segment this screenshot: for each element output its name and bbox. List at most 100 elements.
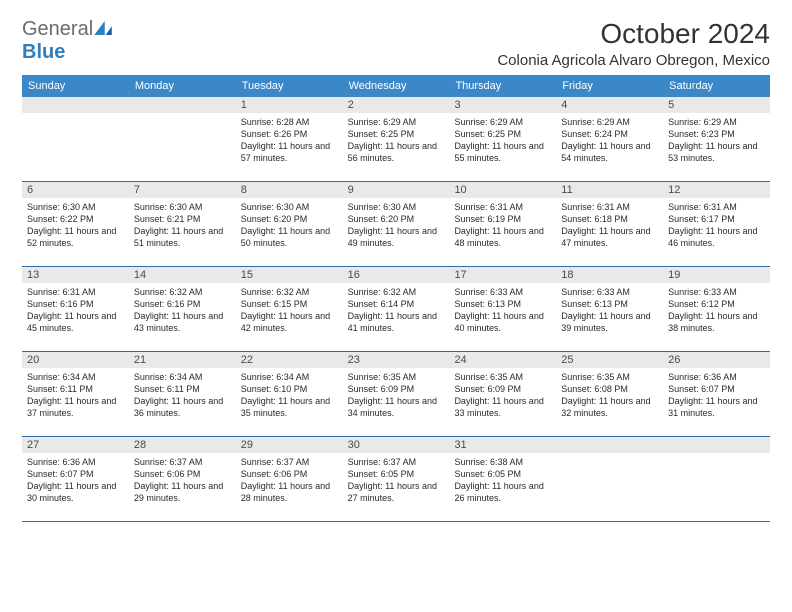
day-content: Sunrise: 6:37 AMSunset: 6:06 PMDaylight:… bbox=[236, 453, 343, 511]
day-content: Sunrise: 6:32 AMSunset: 6:14 PMDaylight:… bbox=[343, 283, 450, 341]
sunrise-text: Sunrise: 6:37 AM bbox=[348, 456, 445, 468]
daylight-text: Daylight: 11 hours and 41 minutes. bbox=[348, 310, 445, 334]
daylight-text: Daylight: 11 hours and 40 minutes. bbox=[454, 310, 551, 334]
day-cell: 17Sunrise: 6:33 AMSunset: 6:13 PMDayligh… bbox=[449, 267, 556, 351]
day-number: 21 bbox=[129, 352, 236, 368]
day-number: 18 bbox=[556, 267, 663, 283]
logo-text-general: General bbox=[22, 18, 93, 40]
month-title: October 2024 bbox=[497, 18, 770, 50]
sunrise-text: Sunrise: 6:29 AM bbox=[561, 116, 658, 128]
daylight-text: Daylight: 11 hours and 51 minutes. bbox=[134, 225, 231, 249]
sunset-text: Sunset: 6:09 PM bbox=[348, 383, 445, 395]
day-content: Sunrise: 6:30 AMSunset: 6:20 PMDaylight:… bbox=[236, 198, 343, 256]
day-number: 29 bbox=[236, 437, 343, 453]
sunset-text: Sunset: 6:13 PM bbox=[454, 298, 551, 310]
daylight-text: Daylight: 11 hours and 46 minutes. bbox=[668, 225, 765, 249]
sunrise-text: Sunrise: 6:35 AM bbox=[561, 371, 658, 383]
daylight-text: Daylight: 11 hours and 57 minutes. bbox=[241, 140, 338, 164]
day-content: Sunrise: 6:32 AMSunset: 6:15 PMDaylight:… bbox=[236, 283, 343, 341]
day-cell: 15Sunrise: 6:32 AMSunset: 6:15 PMDayligh… bbox=[236, 267, 343, 351]
sunrise-text: Sunrise: 6:30 AM bbox=[27, 201, 124, 213]
sunset-text: Sunset: 6:10 PM bbox=[241, 383, 338, 395]
day-content: Sunrise: 6:33 AMSunset: 6:13 PMDaylight:… bbox=[449, 283, 556, 341]
calendar: SundayMondayTuesdayWednesdayThursdayFrid… bbox=[22, 75, 770, 522]
daylight-text: Daylight: 11 hours and 54 minutes. bbox=[561, 140, 658, 164]
day-cell bbox=[556, 437, 663, 521]
sunset-text: Sunset: 6:22 PM bbox=[27, 213, 124, 225]
sunset-text: Sunset: 6:25 PM bbox=[348, 128, 445, 140]
day-number: 5 bbox=[663, 97, 770, 113]
day-number bbox=[663, 437, 770, 453]
sunrise-text: Sunrise: 6:36 AM bbox=[668, 371, 765, 383]
day-number: 10 bbox=[449, 182, 556, 198]
sunset-text: Sunset: 6:16 PM bbox=[134, 298, 231, 310]
day-number: 15 bbox=[236, 267, 343, 283]
day-cell bbox=[22, 97, 129, 181]
sunrise-text: Sunrise: 6:35 AM bbox=[454, 371, 551, 383]
day-number: 9 bbox=[343, 182, 450, 198]
day-cell: 23Sunrise: 6:35 AMSunset: 6:09 PMDayligh… bbox=[343, 352, 450, 436]
sunrise-text: Sunrise: 6:29 AM bbox=[668, 116, 765, 128]
day-content: Sunrise: 6:35 AMSunset: 6:09 PMDaylight:… bbox=[449, 368, 556, 426]
sunrise-text: Sunrise: 6:30 AM bbox=[134, 201, 231, 213]
daylight-text: Daylight: 11 hours and 31 minutes. bbox=[668, 395, 765, 419]
day-cell: 6Sunrise: 6:30 AMSunset: 6:22 PMDaylight… bbox=[22, 182, 129, 266]
day-content: Sunrise: 6:29 AMSunset: 6:24 PMDaylight:… bbox=[556, 113, 663, 171]
sunset-text: Sunset: 6:06 PM bbox=[134, 468, 231, 480]
day-cell: 11Sunrise: 6:31 AMSunset: 6:18 PMDayligh… bbox=[556, 182, 663, 266]
day-cell: 28 Sunrise: 6:37 AMSunset: 6:06 PMDayligh… bbox=[129, 437, 236, 521]
daylight-text: Daylight: 11 hours and 38 minutes. bbox=[668, 310, 765, 334]
daylight-text: Daylight: 11 hours and 34 minutes. bbox=[348, 395, 445, 419]
day-number: 12 bbox=[663, 182, 770, 198]
day-number: 19 bbox=[663, 267, 770, 283]
day-number: 6 bbox=[22, 182, 129, 198]
day-content: Sunrise: 6:28 AMSunset: 6:26 PMDaylight:… bbox=[236, 113, 343, 171]
sunset-text: Sunset: 6:12 PM bbox=[668, 298, 765, 310]
day-cell: 2Sunrise: 6:29 AMSunset: 6:25 PMDaylight… bbox=[343, 97, 450, 181]
day-cell: 8Sunrise: 6:30 AMSunset: 6:20 PMDaylight… bbox=[236, 182, 343, 266]
daylight-text: Daylight: 11 hours and 50 minutes. bbox=[241, 225, 338, 249]
daylight-text: Daylight: 11 hours and 45 minutes. bbox=[27, 310, 124, 334]
day-cell: 12Sunrise: 6:31 AMSunset: 6:17 PMDayligh… bbox=[663, 182, 770, 266]
daylight-text: Daylight: 11 hours and 49 minutes. bbox=[348, 225, 445, 249]
day-cell: 24Sunrise: 6:35 AMSunset: 6:09 PMDayligh… bbox=[449, 352, 556, 436]
day-number: 25 bbox=[556, 352, 663, 368]
sunset-text: Sunset: 6:05 PM bbox=[454, 468, 551, 480]
day-content: Sunrise: 6:31 AMSunset: 6:19 PMDaylight:… bbox=[449, 198, 556, 256]
day-number: 22 bbox=[236, 352, 343, 368]
daylight-text: Daylight: 11 hours and 39 minutes. bbox=[561, 310, 658, 334]
day-content: Sunrise: 6:36 AMSunset: 6:07 PMDaylight:… bbox=[663, 368, 770, 426]
day-number bbox=[22, 97, 129, 113]
day-headers-row: SundayMondayTuesdayWednesdayThursdayFrid… bbox=[22, 75, 770, 97]
day-number bbox=[129, 97, 236, 113]
sunset-text: Sunset: 6:26 PM bbox=[241, 128, 338, 140]
day-content: Sunrise: 6:34 AMSunset: 6:11 PMDaylight:… bbox=[22, 368, 129, 426]
day-content: Sunrise: 6:34 AMSunset: 6:11 PMDaylight:… bbox=[129, 368, 236, 426]
sunset-text: Sunset: 6:13 PM bbox=[561, 298, 658, 310]
week-row: 6Sunrise: 6:30 AMSunset: 6:22 PMDaylight… bbox=[22, 182, 770, 267]
daylight-text: Daylight: 11 hours and 56 minutes. bbox=[348, 140, 445, 164]
sunrise-text: Sunrise: 6:37 AM bbox=[134, 456, 231, 468]
day-content: Sunrise: 6:33 AMSunset: 6:12 PMDaylight:… bbox=[663, 283, 770, 341]
sunset-text: Sunset: 6:20 PM bbox=[241, 213, 338, 225]
sunset-text: Sunset: 6:20 PM bbox=[348, 213, 445, 225]
day-header: Thursday bbox=[449, 75, 556, 97]
day-cell: 14Sunrise: 6:32 AMSunset: 6:16 PMDayligh… bbox=[129, 267, 236, 351]
day-number: 1 bbox=[236, 97, 343, 113]
sunrise-text: Sunrise: 6:29 AM bbox=[348, 116, 445, 128]
daylight-text: Daylight: 11 hours and 30 minutes. bbox=[27, 480, 124, 504]
sunrise-text: Sunrise: 6:37 AM bbox=[241, 456, 338, 468]
day-number: 28 bbox=[129, 437, 236, 453]
daylight-text: Daylight: 11 hours and 29 minutes. bbox=[134, 480, 231, 504]
day-cell: 29Sunrise: 6:37 AMSunset: 6:06 PMDayligh… bbox=[236, 437, 343, 521]
day-number: 27 bbox=[22, 437, 129, 453]
week-row: 1Sunrise: 6:28 AMSunset: 6:26 PMDaylight… bbox=[22, 97, 770, 182]
day-number: 7 bbox=[129, 182, 236, 198]
day-cell: 4Sunrise: 6:29 AMSunset: 6:24 PMDaylight… bbox=[556, 97, 663, 181]
sunset-text: Sunset: 6:19 PM bbox=[454, 213, 551, 225]
day-cell: 21Sunrise: 6:34 AMSunset: 6:11 PMDayligh… bbox=[129, 352, 236, 436]
day-cell: 26Sunrise: 6:36 AMSunset: 6:07 PMDayligh… bbox=[663, 352, 770, 436]
day-cell: 10Sunrise: 6:31 AMSunset: 6:19 PMDayligh… bbox=[449, 182, 556, 266]
day-number: 24 bbox=[449, 352, 556, 368]
day-cell: 27Sunrise: 6:36 AMSunset: 6:07 PMDayligh… bbox=[22, 437, 129, 521]
